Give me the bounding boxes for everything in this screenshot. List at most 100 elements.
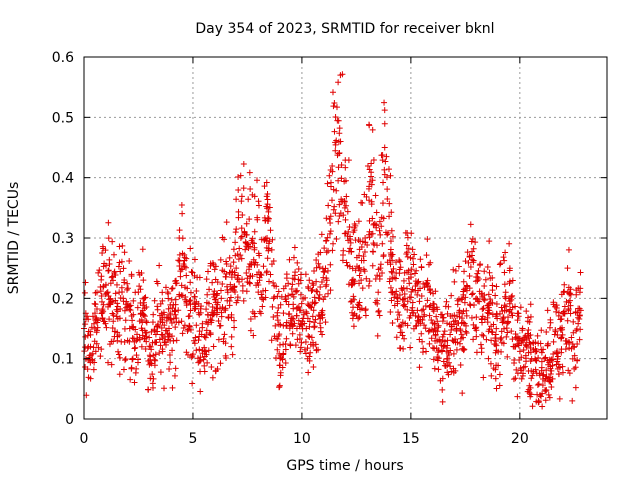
data-point: [167, 359, 174, 366]
data-point: [195, 337, 202, 344]
data-point: [286, 256, 293, 263]
data-point: [173, 280, 180, 287]
data-point: [469, 235, 476, 242]
data-point: [379, 269, 386, 276]
data-point: [82, 279, 89, 286]
data-point: [548, 367, 555, 374]
data-point: [89, 350, 96, 357]
data-point: [401, 295, 408, 302]
data-point: [143, 319, 150, 326]
data-point: [265, 245, 272, 252]
data-point: [460, 334, 467, 341]
data-point: [485, 355, 492, 362]
data-point: [140, 302, 147, 309]
data-point: [154, 322, 161, 329]
data-point: [556, 364, 563, 371]
data-point: [102, 247, 109, 254]
data-point: [396, 311, 403, 318]
data-point: [540, 346, 547, 353]
data-point: [478, 345, 485, 352]
data-point: [240, 185, 247, 192]
data-point: [416, 298, 423, 305]
data-point: [539, 382, 546, 389]
data-point: [388, 227, 395, 234]
data-point: [576, 336, 583, 343]
data-point: [205, 347, 212, 354]
data-point: [359, 285, 366, 292]
data-point: [181, 263, 188, 270]
data-point: [377, 261, 384, 268]
data-point: [576, 312, 583, 319]
data-point: [297, 307, 304, 314]
data-point: [209, 304, 216, 311]
data-point: [500, 325, 507, 332]
data-point: [343, 259, 350, 266]
data-point: [208, 309, 215, 316]
data-point: [467, 264, 474, 271]
data-point: [498, 334, 505, 341]
data-point: [550, 338, 557, 345]
data-point: [422, 325, 429, 332]
data-point: [518, 354, 525, 361]
data-point: [572, 364, 579, 371]
data-point: [196, 358, 203, 365]
data-point: [254, 271, 261, 278]
data-point: [152, 331, 159, 338]
data-point: [297, 277, 304, 284]
data-point: [332, 113, 339, 120]
data-point: [237, 172, 244, 179]
data-point: [211, 266, 218, 273]
data-point: [463, 307, 470, 314]
data-point: [516, 348, 523, 355]
data-point: [280, 310, 287, 317]
data-point: [355, 315, 362, 322]
data-point: [556, 395, 563, 402]
data-point: [526, 319, 533, 326]
data-point: [363, 193, 370, 200]
data-point: [276, 341, 283, 348]
data-point: [400, 345, 407, 352]
data-point: [107, 280, 114, 287]
data-point: [481, 316, 488, 323]
data-point: [162, 284, 169, 291]
data-point: [444, 320, 451, 327]
data-point: [409, 299, 416, 306]
data-point: [532, 348, 539, 355]
data-point: [410, 325, 417, 332]
data-point: [457, 361, 464, 368]
data-point: [534, 391, 541, 398]
data-point: [298, 339, 305, 346]
data-point: [246, 266, 253, 273]
data-point: [532, 366, 539, 373]
data-point: [539, 390, 546, 397]
data-point: [558, 291, 565, 298]
data-point: [439, 398, 446, 405]
data-point: [546, 324, 553, 331]
data-point: [552, 303, 559, 310]
data-point: [172, 365, 179, 372]
data-point: [393, 334, 400, 341]
data-point: [338, 196, 345, 203]
data-point: [111, 268, 118, 275]
data-point: [557, 316, 564, 323]
data-point: [519, 372, 526, 379]
data-point: [444, 362, 451, 369]
data-point: [124, 280, 131, 287]
data-point: [291, 320, 298, 327]
data-point: [149, 384, 156, 391]
data-point: [458, 315, 465, 322]
data-point: [143, 318, 150, 325]
data-point: [159, 289, 166, 296]
data-point: [455, 296, 462, 303]
data-point: [166, 365, 173, 372]
data-point: [95, 344, 102, 351]
data-point: [388, 209, 395, 216]
data-point: [270, 279, 277, 286]
data-point: [332, 141, 339, 148]
data-point: [474, 277, 481, 284]
data-point: [339, 257, 346, 264]
data-point: [333, 137, 340, 144]
data-point: [277, 369, 284, 376]
data-point: [510, 343, 517, 350]
